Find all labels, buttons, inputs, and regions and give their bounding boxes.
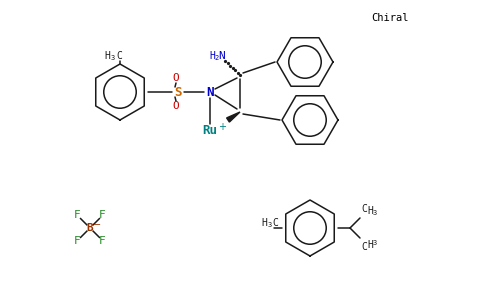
Text: F: F xyxy=(99,210,106,220)
Text: F: F xyxy=(74,210,81,220)
Text: 3: 3 xyxy=(373,240,377,246)
Text: S: S xyxy=(174,85,182,98)
Text: C: C xyxy=(272,218,278,228)
Text: −: − xyxy=(93,220,101,230)
Text: C: C xyxy=(361,242,367,252)
Text: 3: 3 xyxy=(111,55,115,61)
Text: 3: 3 xyxy=(373,210,377,216)
Text: O: O xyxy=(173,73,180,83)
Text: C: C xyxy=(116,51,122,61)
Text: H: H xyxy=(104,51,110,61)
Text: 3: 3 xyxy=(268,222,272,228)
Text: F: F xyxy=(99,236,106,246)
Text: 2: 2 xyxy=(215,55,219,61)
Text: H: H xyxy=(367,206,373,216)
Text: +: + xyxy=(218,122,226,132)
Text: H: H xyxy=(367,240,373,250)
Text: Chiral: Chiral xyxy=(371,13,409,23)
Text: Ru: Ru xyxy=(202,124,217,136)
Text: N: N xyxy=(206,85,214,98)
Text: F: F xyxy=(74,236,81,246)
Text: B: B xyxy=(87,223,93,233)
Text: N: N xyxy=(219,51,226,61)
Text: H: H xyxy=(261,218,267,228)
Text: O: O xyxy=(173,101,180,111)
Text: H: H xyxy=(209,51,215,61)
Text: C: C xyxy=(361,204,367,214)
Polygon shape xyxy=(227,112,240,122)
